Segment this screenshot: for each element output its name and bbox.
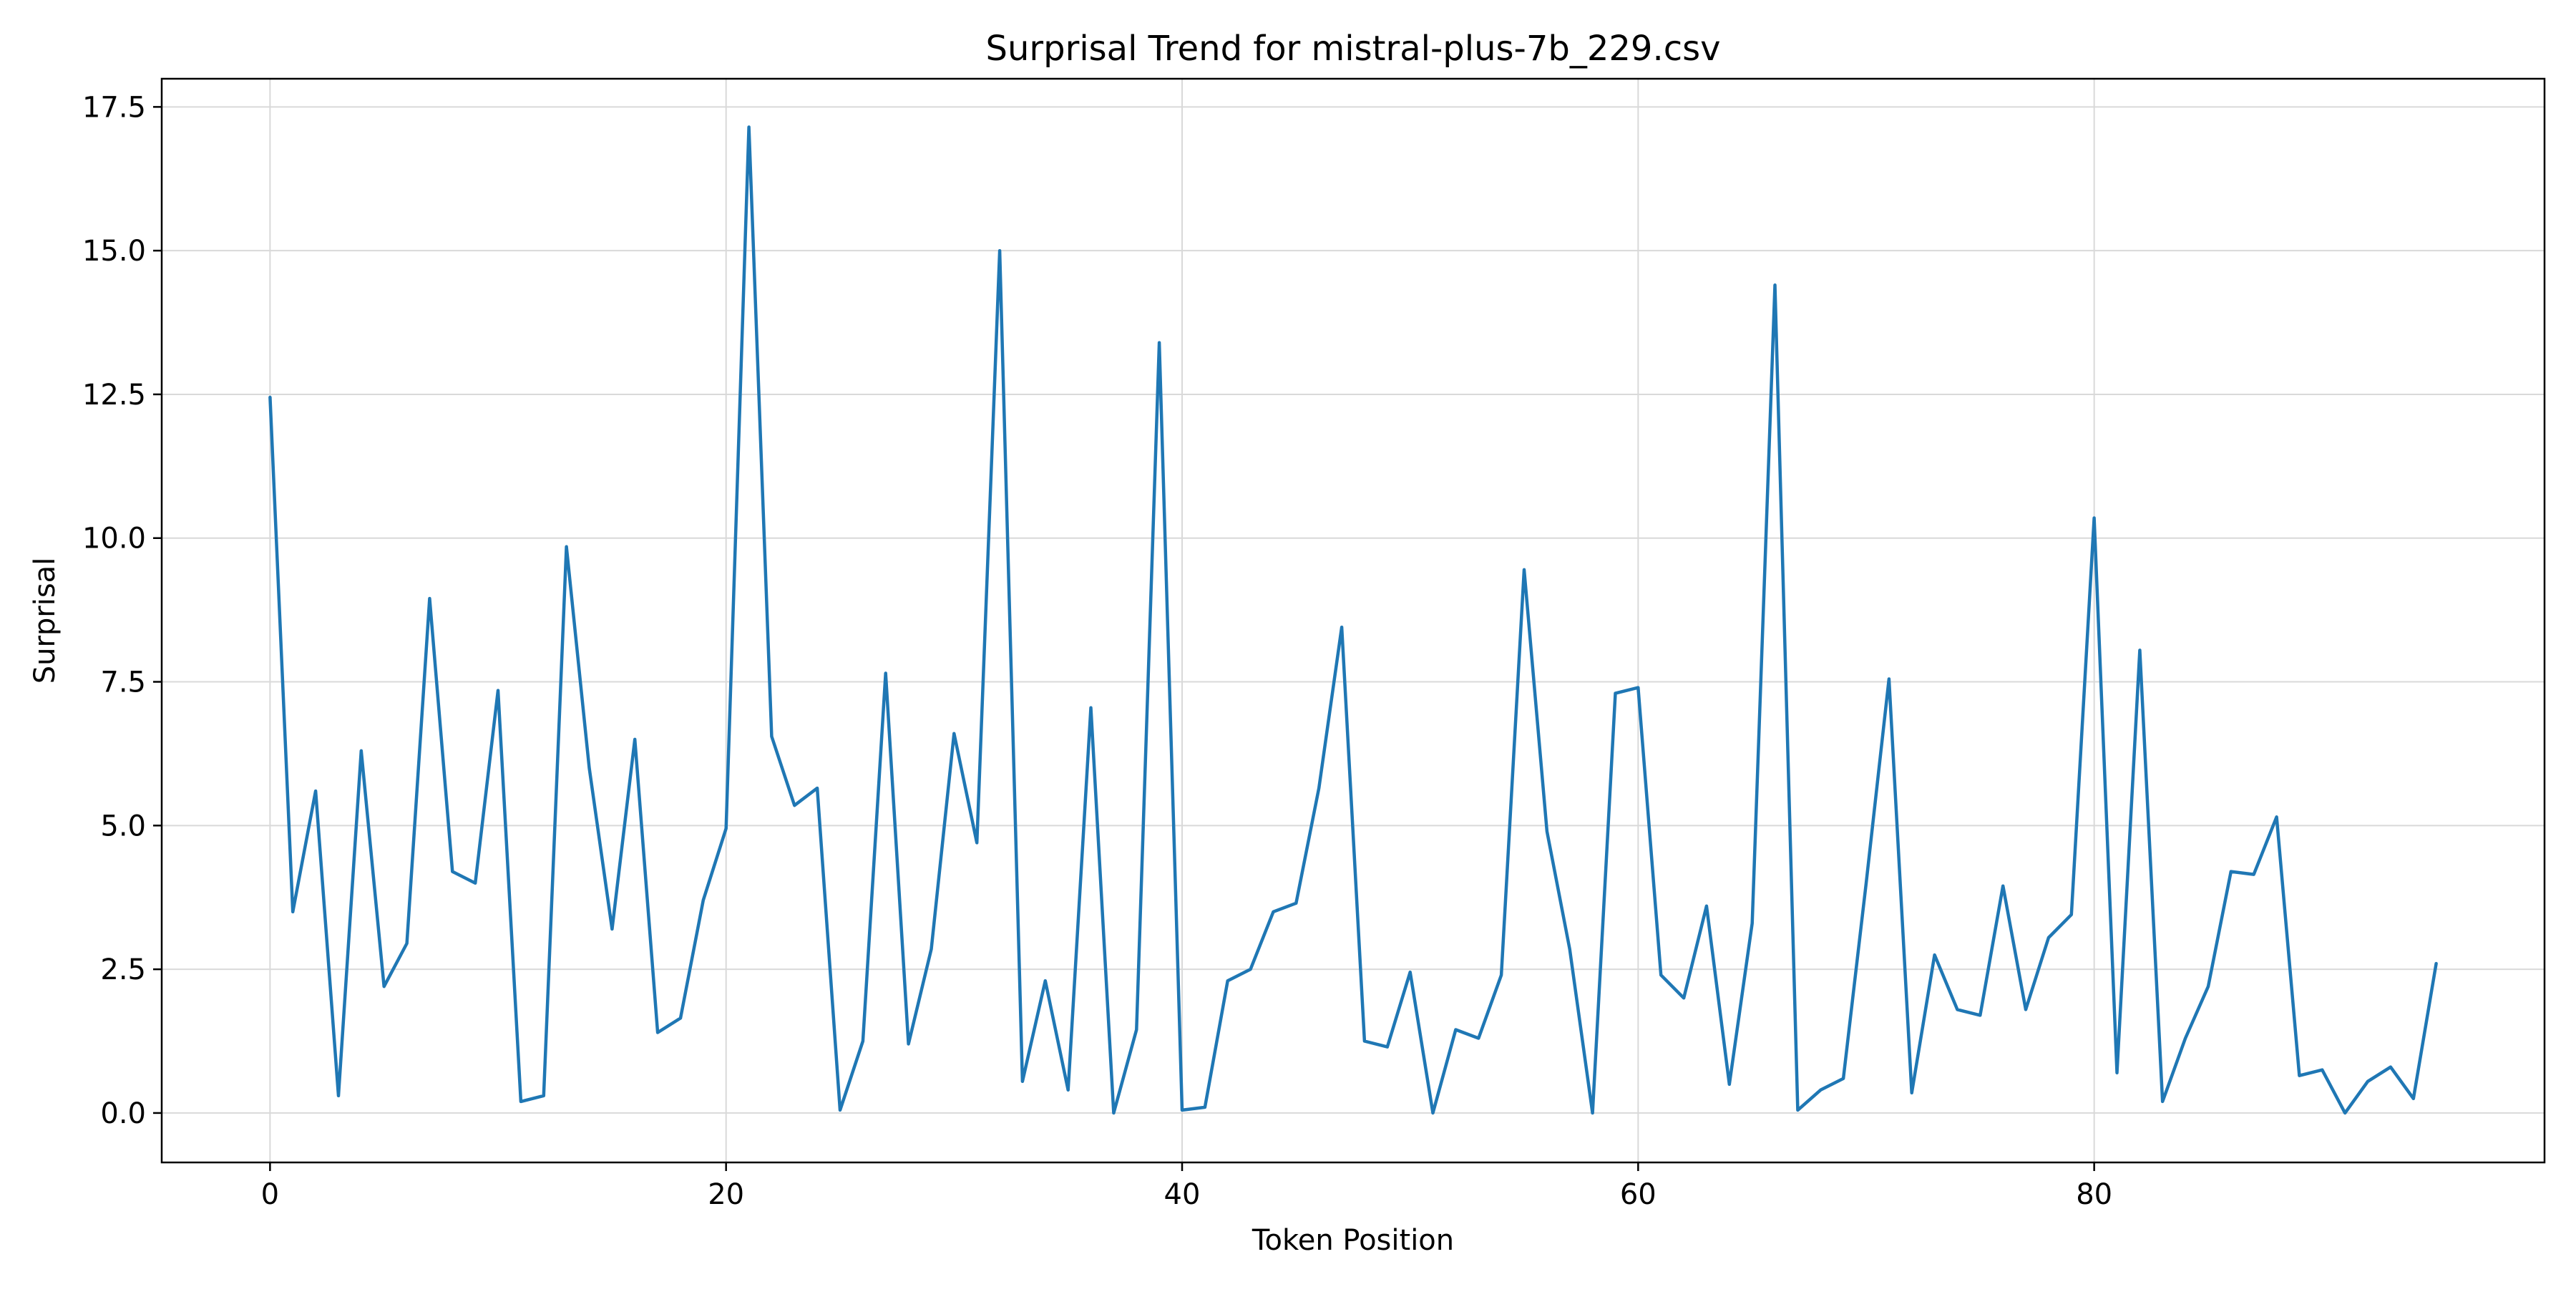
y-axis-label: Surprisal	[29, 558, 62, 684]
x-axis-label: Token Position	[1252, 1224, 1454, 1257]
y-tick-label: 15.0	[82, 235, 146, 268]
y-tick-label: 10.0	[82, 523, 146, 555]
y-tick-label: 12.5	[82, 379, 146, 412]
x-tick-label: 20	[708, 1178, 744, 1211]
x-tick-label: 80	[2076, 1178, 2112, 1211]
x-tick-label: 0	[261, 1178, 279, 1211]
x-tick-label: 40	[1164, 1178, 1201, 1211]
y-tick-label: 0.0	[100, 1097, 146, 1130]
y-tick-label: 5.0	[100, 810, 146, 842]
y-tick-label: 7.5	[100, 666, 146, 699]
chart-title: Surprisal Trend for mistral-plus-7b_229.…	[985, 29, 1720, 69]
x-tick-label: 60	[1620, 1178, 1657, 1211]
y-tick-label: 17.5	[82, 91, 146, 124]
y-tick-label: 2.5	[100, 953, 146, 986]
